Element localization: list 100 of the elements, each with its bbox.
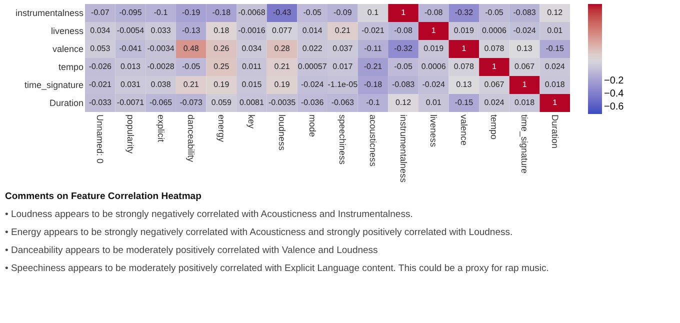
data-label: 0.031 bbox=[120, 80, 142, 89]
data-label: -0.026 bbox=[88, 62, 112, 71]
data-label: -0.21 bbox=[364, 62, 383, 71]
data-label: -0.021 bbox=[362, 26, 385, 35]
y-tick-label: time_signature bbox=[24, 80, 84, 90]
data-label: -0.073 bbox=[180, 98, 203, 107]
data-label: 0.18 bbox=[214, 26, 230, 35]
data-label: -0.08 bbox=[394, 26, 413, 35]
x-tick-label: loudness bbox=[277, 114, 288, 152]
data-label: 0.018 bbox=[514, 98, 536, 107]
x-tick-label: instrumentalness bbox=[398, 114, 408, 184]
data-label: -0.11 bbox=[364, 44, 382, 53]
x-tick-label: time_signature bbox=[520, 114, 530, 174]
data-label: -0.0071 bbox=[116, 98, 145, 107]
data-label: -0.1 bbox=[154, 8, 168, 17]
data-label: 0.01 bbox=[426, 98, 442, 107]
data-label: -0.09 bbox=[334, 8, 352, 17]
data-label: 0.25 bbox=[214, 62, 230, 71]
data-label: -0.1 bbox=[366, 98, 380, 107]
data-label: 0.078 bbox=[484, 44, 505, 53]
data-label: -0.041 bbox=[119, 44, 142, 53]
data-label: 0.12 bbox=[395, 98, 412, 107]
data-label: -0.095 bbox=[119, 8, 142, 17]
data-label: -0.021 bbox=[88, 80, 112, 89]
data-label: 0.21 bbox=[334, 26, 351, 35]
data-label: -0.19 bbox=[182, 8, 201, 17]
data-label: 0.0006 bbox=[482, 26, 508, 35]
data-label: -0.033 bbox=[88, 98, 112, 107]
data-label: -0.05 bbox=[303, 8, 322, 17]
data-label: 0.01 bbox=[547, 26, 564, 35]
color-bar-label: −0.2 bbox=[604, 76, 624, 87]
y-tick-label: Duration bbox=[49, 98, 84, 108]
data-label: 0.034 bbox=[90, 26, 111, 35]
y-tick-label: tempo bbox=[58, 62, 84, 72]
data-label: 1 bbox=[552, 98, 558, 107]
data-label: 1 bbox=[431, 26, 436, 35]
y-tick-label: instrumentalness bbox=[15, 8, 84, 18]
x-tick-label: Duration bbox=[550, 114, 560, 149]
x-tick-label: explicit bbox=[156, 114, 166, 143]
data-label: 0.48 bbox=[183, 44, 200, 53]
data-label: 0.017 bbox=[332, 62, 354, 71]
data-label: 0.13 bbox=[456, 80, 472, 89]
data-label: 0.0006 bbox=[421, 62, 446, 71]
data-label: 0.037 bbox=[332, 44, 354, 53]
x-tick-label: Unnamed: 0 bbox=[95, 114, 106, 164]
data-label: 0.018 bbox=[544, 80, 566, 89]
x-tick-label: energy bbox=[216, 114, 226, 143]
data-label: -0.024 bbox=[422, 80, 446, 89]
data-label: -0.036 bbox=[301, 98, 324, 107]
data-label: 0.21 bbox=[183, 80, 200, 89]
data-label: 0.033 bbox=[150, 26, 172, 35]
data-label: -0.083 bbox=[392, 80, 416, 89]
data-label: -0.05 bbox=[394, 62, 413, 71]
data-label: 0.078 bbox=[454, 62, 474, 71]
data-label: 0.1 bbox=[367, 8, 380, 17]
data-label: 0.013 bbox=[120, 62, 142, 71]
data-label: -0.08 bbox=[424, 8, 444, 17]
data-label: -0.0028 bbox=[147, 62, 175, 71]
data-label: -0.15 bbox=[546, 44, 565, 53]
text: Comments on Feature Correlation Heatmap bbox=[5, 191, 202, 202]
data-label: 0.024 bbox=[484, 98, 505, 107]
data-label: -0.0016 bbox=[238, 26, 266, 35]
data-label: -0.0054 bbox=[116, 26, 145, 35]
data-label: -0.15 bbox=[454, 98, 474, 107]
data-label: 0.13 bbox=[516, 44, 533, 53]
data-label: 0.067 bbox=[514, 62, 536, 71]
data-label: -0.32 bbox=[454, 8, 474, 17]
color-bar-label: −0.4 bbox=[604, 88, 624, 100]
data-label: 0.26 bbox=[214, 44, 230, 53]
data-label: 1 bbox=[522, 80, 528, 89]
data-label: 0.28 bbox=[274, 44, 290, 53]
data-label: -0.32 bbox=[394, 44, 413, 53]
x-tick-label: popularity bbox=[125, 114, 136, 154]
data-label: -0.05 bbox=[485, 8, 504, 17]
x-tick-label: acousticness bbox=[368, 114, 378, 168]
data-label: -0.05 bbox=[182, 62, 201, 71]
data-label: -0.083 bbox=[513, 8, 536, 17]
data-label: 0.19 bbox=[214, 80, 230, 89]
data-label: 0.077 bbox=[272, 26, 293, 35]
data-label: -0.0034 bbox=[147, 44, 175, 53]
data-label: -1.1e-05 bbox=[328, 80, 358, 89]
data-label: -0.07 bbox=[91, 8, 110, 17]
data-label: 0.019 bbox=[454, 26, 474, 35]
x-tick-label: liveness bbox=[428, 114, 439, 148]
data-label: 0.19 bbox=[274, 80, 290, 89]
data-label: 1 bbox=[462, 44, 467, 53]
y-tick-label: liveness bbox=[50, 26, 84, 36]
data-label: 0.0081 bbox=[239, 98, 265, 107]
x-tick-label: speechiness bbox=[338, 114, 348, 166]
data-label: -0.065 bbox=[149, 98, 173, 107]
data-label: -0.43 bbox=[272, 8, 292, 17]
data-label: -0.18 bbox=[212, 8, 232, 17]
text: • Loudness appears to be strongly negatively correlated with Acousticness and Instrumentalness. bbox=[5, 209, 413, 220]
data-label: 0.059 bbox=[211, 98, 232, 107]
data-label: -0.024 bbox=[513, 26, 536, 35]
data-label: -0.063 bbox=[331, 98, 355, 107]
text: • Danceability appears to be moderately positively correlated with Valence and Loudness bbox=[5, 245, 378, 256]
y-tick-label: valence bbox=[52, 44, 84, 54]
x-tick-label: valence bbox=[458, 114, 469, 146]
x-tick-label: danceability bbox=[186, 114, 196, 163]
